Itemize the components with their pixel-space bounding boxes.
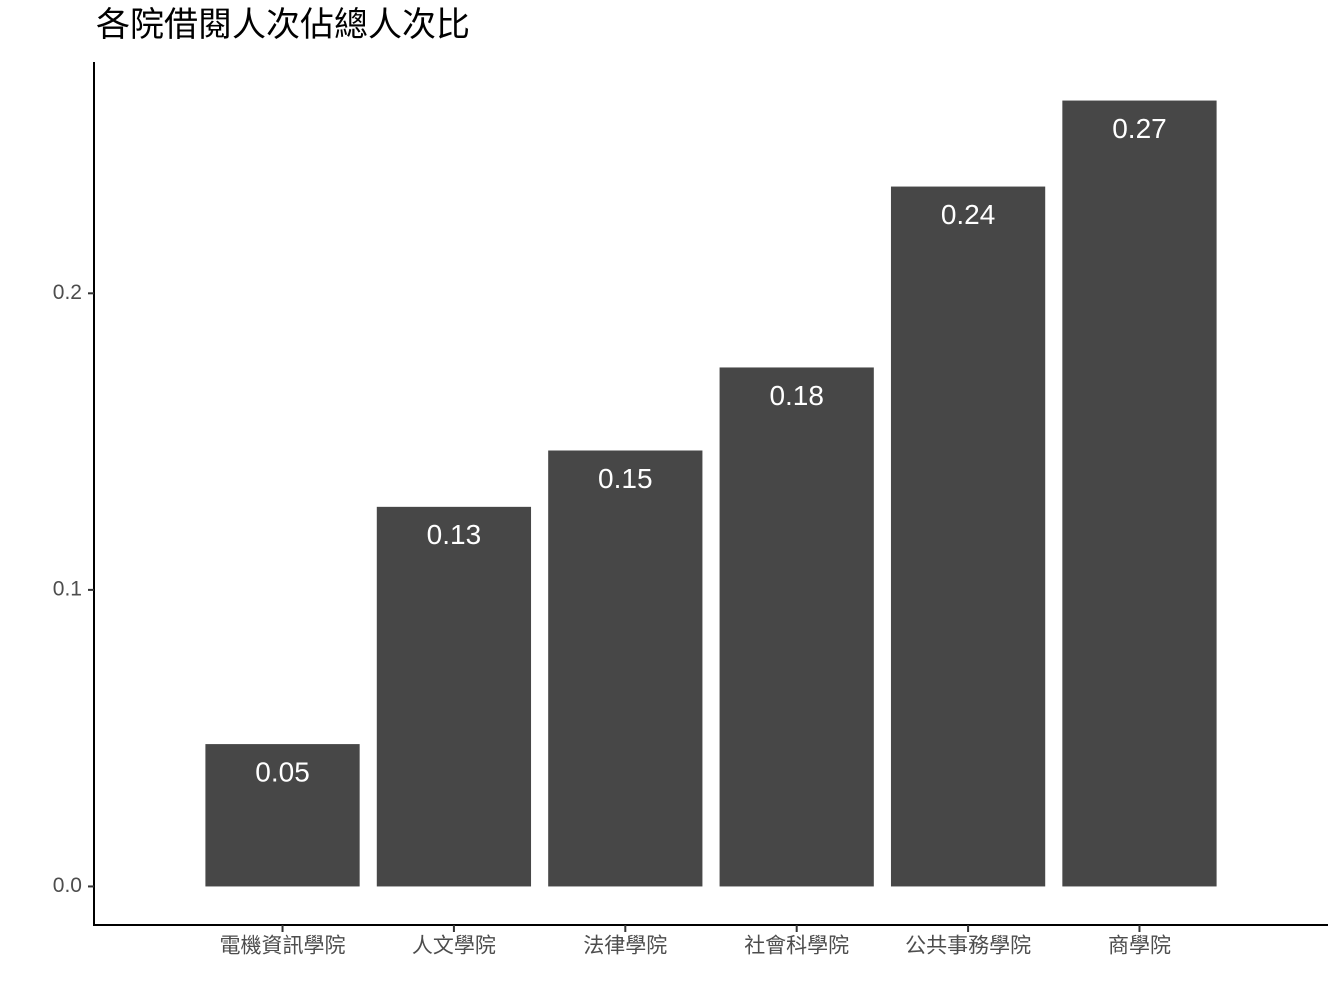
bar xyxy=(376,506,532,887)
value-label: 0.05 xyxy=(255,756,310,787)
bar xyxy=(719,367,874,887)
value-label: 0.27 xyxy=(1112,113,1167,144)
bar xyxy=(205,744,360,887)
value-label: 0.18 xyxy=(769,380,824,411)
x-tick-label: 公共事務學院 xyxy=(905,935,1031,958)
value-label: 0.24 xyxy=(941,199,996,230)
chart-title: 各院借閱人次佔總人次比 xyxy=(96,6,470,44)
bar xyxy=(1062,100,1217,887)
x-tick-label: 社會科學院 xyxy=(744,935,849,958)
x-tick-label: 人文學院 xyxy=(412,935,496,958)
x-tick-label: 電機資訊學院 xyxy=(220,935,346,958)
value-label: 0.13 xyxy=(427,519,482,550)
x-tick-label: 商學院 xyxy=(1108,935,1171,958)
x-tick-label: 法律學院 xyxy=(583,935,667,958)
y-tick-label: 0.0 xyxy=(53,874,82,897)
y-tick-label: 0.1 xyxy=(53,577,82,600)
bar xyxy=(548,450,703,887)
bar xyxy=(890,186,1046,887)
y-tick-label: 0.2 xyxy=(53,281,82,304)
value-label: 0.15 xyxy=(598,463,653,494)
